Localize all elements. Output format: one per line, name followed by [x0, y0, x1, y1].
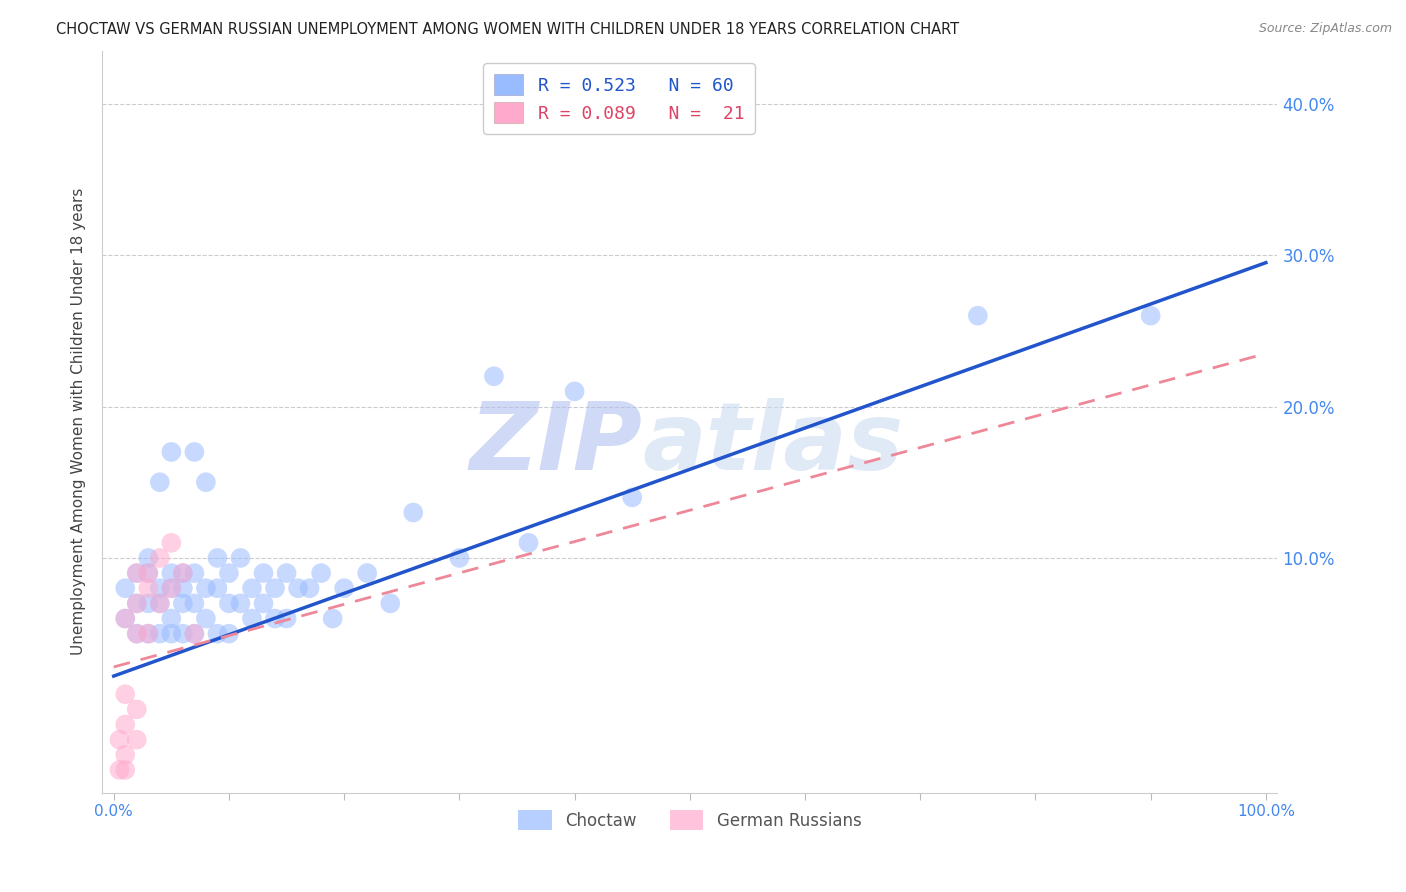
- Point: [1139, 309, 1161, 323]
- Point: [114, 747, 136, 762]
- Point: [449, 551, 471, 566]
- Point: [194, 611, 217, 625]
- Point: [482, 369, 505, 384]
- Point: [183, 566, 205, 580]
- Point: [160, 445, 183, 459]
- Point: [125, 596, 148, 610]
- Point: [298, 581, 321, 595]
- Point: [114, 611, 136, 625]
- Point: [264, 581, 287, 595]
- Point: [114, 611, 136, 625]
- Point: [108, 763, 131, 777]
- Point: [114, 581, 136, 595]
- Point: [276, 611, 298, 625]
- Point: [172, 566, 194, 580]
- Point: [160, 581, 183, 595]
- Legend: Choctaw, German Russians: Choctaw, German Russians: [512, 804, 868, 837]
- Point: [160, 626, 183, 640]
- Point: [183, 596, 205, 610]
- Point: [194, 475, 217, 490]
- Point: [136, 566, 159, 580]
- Point: [194, 581, 217, 595]
- Point: [252, 596, 274, 610]
- Y-axis label: Unemployment Among Women with Children Under 18 years: Unemployment Among Women with Children U…: [72, 188, 86, 656]
- Point: [125, 702, 148, 716]
- Point: [333, 581, 356, 595]
- Point: [114, 763, 136, 777]
- Point: [125, 626, 148, 640]
- Point: [136, 551, 159, 566]
- Text: Source: ZipAtlas.com: Source: ZipAtlas.com: [1258, 22, 1392, 36]
- Point: [125, 596, 148, 610]
- Point: [402, 506, 425, 520]
- Point: [309, 566, 332, 580]
- Point: [172, 596, 194, 610]
- Point: [621, 491, 644, 505]
- Point: [183, 626, 205, 640]
- Point: [125, 566, 148, 580]
- Point: [218, 596, 240, 610]
- Point: [564, 384, 586, 399]
- Point: [517, 536, 540, 550]
- Point: [136, 626, 159, 640]
- Point: [207, 626, 229, 640]
- Point: [136, 566, 159, 580]
- Point: [125, 732, 148, 747]
- Point: [160, 566, 183, 580]
- Point: [125, 566, 148, 580]
- Point: [252, 566, 274, 580]
- Point: [149, 626, 172, 640]
- Point: [264, 611, 287, 625]
- Point: [149, 596, 172, 610]
- Point: [172, 626, 194, 640]
- Point: [229, 596, 252, 610]
- Point: [125, 626, 148, 640]
- Point: [160, 536, 183, 550]
- Point: [240, 611, 263, 625]
- Point: [149, 551, 172, 566]
- Point: [276, 566, 298, 580]
- Point: [172, 581, 194, 595]
- Point: [207, 551, 229, 566]
- Point: [229, 551, 252, 566]
- Point: [356, 566, 378, 580]
- Point: [218, 626, 240, 640]
- Point: [149, 475, 172, 490]
- Point: [240, 581, 263, 595]
- Point: [136, 626, 159, 640]
- Point: [149, 596, 172, 610]
- Point: [287, 581, 309, 595]
- Point: [114, 687, 136, 701]
- Text: ZIP: ZIP: [470, 398, 643, 490]
- Point: [966, 309, 988, 323]
- Point: [172, 566, 194, 580]
- Point: [136, 581, 159, 595]
- Point: [183, 626, 205, 640]
- Point: [114, 717, 136, 731]
- Point: [207, 581, 229, 595]
- Point: [108, 732, 131, 747]
- Point: [183, 445, 205, 459]
- Point: [160, 581, 183, 595]
- Point: [160, 611, 183, 625]
- Point: [322, 611, 344, 625]
- Text: CHOCTAW VS GERMAN RUSSIAN UNEMPLOYMENT AMONG WOMEN WITH CHILDREN UNDER 18 YEARS : CHOCTAW VS GERMAN RUSSIAN UNEMPLOYMENT A…: [56, 22, 959, 37]
- Text: atlas: atlas: [643, 398, 904, 490]
- Point: [218, 566, 240, 580]
- Point: [149, 581, 172, 595]
- Point: [380, 596, 402, 610]
- Point: [136, 596, 159, 610]
